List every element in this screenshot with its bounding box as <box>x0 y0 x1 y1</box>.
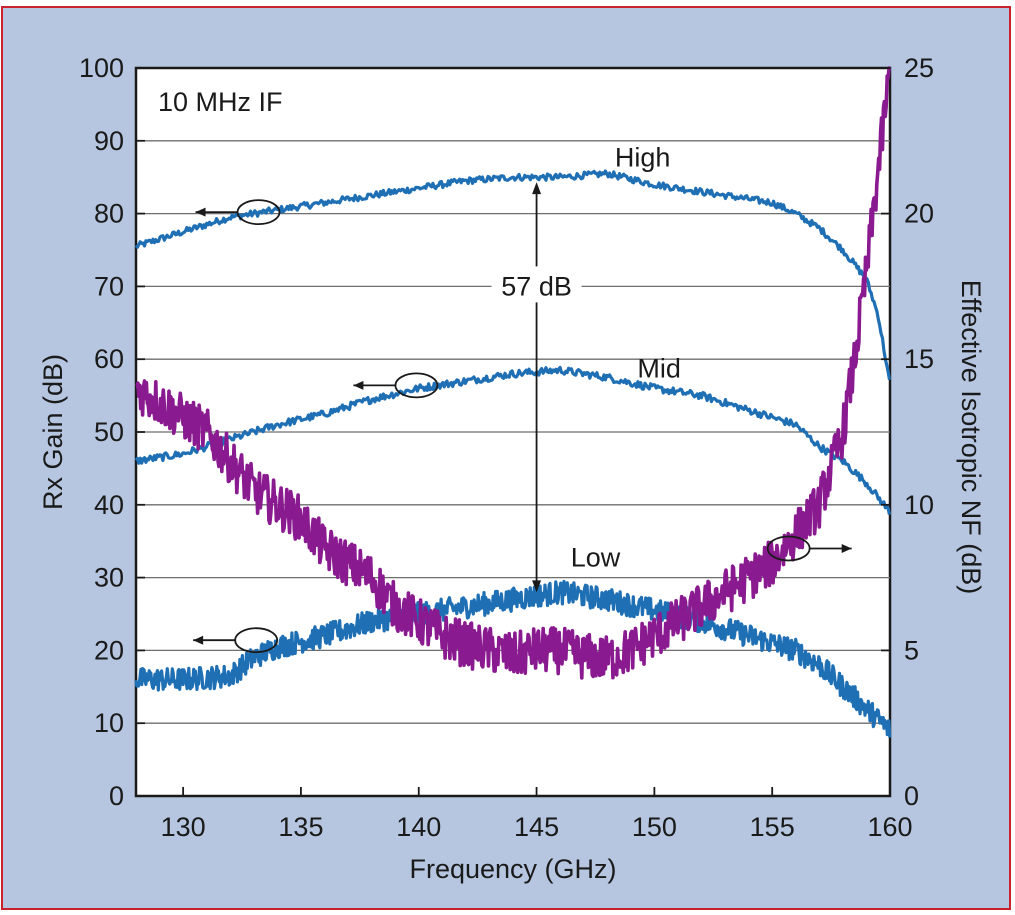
y-tick-label: 70 <box>94 271 124 301</box>
series-layer <box>134 66 892 738</box>
y2-tick-label: 0 <box>904 781 919 811</box>
y-tick-label: 0 <box>109 781 124 811</box>
axis-layer: 130 135 140 145 150 155 1600102030405060708090… <box>38 53 986 884</box>
span-label-bg <box>491 266 582 303</box>
x-tick-label: 150 <box>632 812 677 842</box>
y2-tick-label: 10 <box>904 490 934 520</box>
x-tick-label: 155 <box>750 812 795 842</box>
y2-tick-label: 5 <box>904 635 919 665</box>
series-line-nf <box>135 66 891 680</box>
x-tick-label: 140 <box>396 812 441 842</box>
series-label-low: Low <box>571 543 621 573</box>
high-left-pointer-arrow-head <box>195 207 206 217</box>
y-tick-label: 90 <box>94 126 124 156</box>
series-label-mid: Mid <box>637 353 681 383</box>
y-tick-label: 20 <box>94 635 124 665</box>
y-tick-label: 80 <box>94 199 124 229</box>
annotation-layer: High Mid Low 10 MHz IF 57 dB <box>158 87 852 654</box>
low-left-pointer-arrow-head <box>193 635 204 645</box>
y-tick-label: 10 <box>94 708 124 738</box>
y2-tick-label: 20 <box>904 199 934 229</box>
mid-left-pointer-arrow-head <box>353 380 364 390</box>
y2-axis-title: Effective Isotropic NF (dB) <box>956 280 986 595</box>
x-tick-label: 135 <box>278 812 323 842</box>
y-tick-label: 100 <box>79 53 124 83</box>
y-tick-label: 30 <box>94 563 124 593</box>
series-label-high: High <box>615 142 671 172</box>
series-line-high <box>134 169 892 380</box>
x-tick-label: 145 <box>514 812 559 842</box>
y-tick-label: 60 <box>94 344 124 374</box>
x-axis-title: Frequency (GHz) <box>409 854 616 884</box>
y-tick-label: 50 <box>94 417 124 447</box>
span-arrow-head-bottom <box>532 580 542 593</box>
y2-tick-label: 25 <box>904 53 934 83</box>
series-line-low <box>134 579 892 738</box>
y-tick-label: 40 <box>94 490 124 520</box>
y-axis-title: Rx Gain (dB) <box>38 354 68 510</box>
series-line-mid <box>134 365 892 515</box>
span-label: 57 dB <box>501 271 572 301</box>
span-arrow-head-top <box>532 182 542 195</box>
x-tick-label: 160 <box>867 812 912 842</box>
y2-tick-label: 15 <box>904 344 934 374</box>
if-label: 10 MHz IF <box>158 87 283 117</box>
low-left-pointer-ellipse <box>234 627 279 654</box>
nf-right-pointer-arrow-head <box>841 543 852 553</box>
x-tick-label: 130 <box>161 812 206 842</box>
